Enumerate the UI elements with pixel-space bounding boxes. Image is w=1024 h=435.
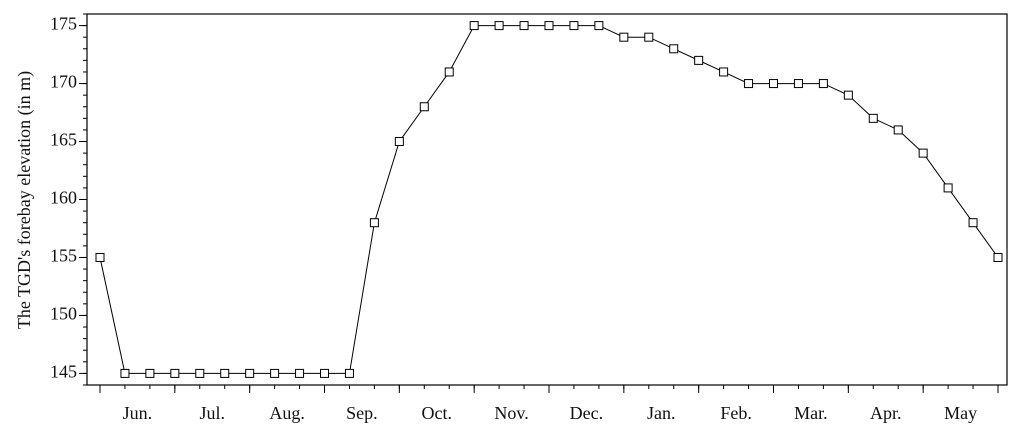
x-tick-label: Aug. [269,403,305,423]
point-marker [619,32,629,42]
x-tick-label: Nov. [494,403,528,423]
x-tick-label: Sep. [346,403,378,423]
x-tick-label: Jun. [123,403,153,423]
point-marker [893,125,903,135]
point-marker [818,79,828,89]
point-marker [843,90,853,100]
series-line [99,25,999,374]
y-tick-label: 165 [50,130,77,150]
point-marker [469,21,479,31]
point-marker [793,79,803,89]
point-marker [918,148,928,158]
point-marker [320,368,329,378]
point-marker [494,21,504,31]
x-tick-label: Apr. [870,403,902,423]
point-marker [120,368,130,378]
point-marker [245,368,255,378]
point-marker [170,368,180,378]
x-tick-label: May [944,403,977,423]
x-tick-label: Feb. [720,403,752,423]
y-tick-label: 155 [50,246,77,266]
point-marker [968,218,978,228]
y-tick-label: 160 [50,188,77,208]
point-marker [694,55,704,65]
point-marker [868,113,878,123]
point-marker [569,21,579,31]
y-tick-label: 170 [50,72,77,92]
point-marker [993,252,1003,262]
y-tick-label: 145 [50,362,77,382]
x-tick-label: Jul. [199,403,225,423]
y-axis-title: The TGD's forebay elevation (in m) [14,71,35,329]
point-marker [669,44,679,54]
point-marker [519,21,529,31]
x-tick-label: Oct. [422,403,453,423]
point-marker [744,79,754,89]
point-marker [295,368,305,378]
y-tick-label: 175 [50,14,77,34]
point-marker [444,67,454,77]
point-marker [594,21,604,31]
plot-frame [86,13,1008,386]
point-marker [544,21,554,31]
x-tick-label: Dec. [570,403,603,423]
point-marker [344,368,354,378]
point-marker [95,252,105,262]
x-tick-label: Jan. [647,403,676,423]
point-marker [719,67,729,77]
x-tick-label: Mar. [794,403,828,423]
point-marker [220,368,230,378]
point-marker [644,32,654,42]
point-marker [195,368,205,378]
point-marker [419,102,429,112]
point-marker [769,79,778,89]
y-tick-label: 150 [50,304,77,324]
point-marker [369,218,379,228]
point-marker [270,368,280,378]
point-marker [394,137,404,147]
point-marker [943,183,953,193]
point-marker [145,368,155,378]
